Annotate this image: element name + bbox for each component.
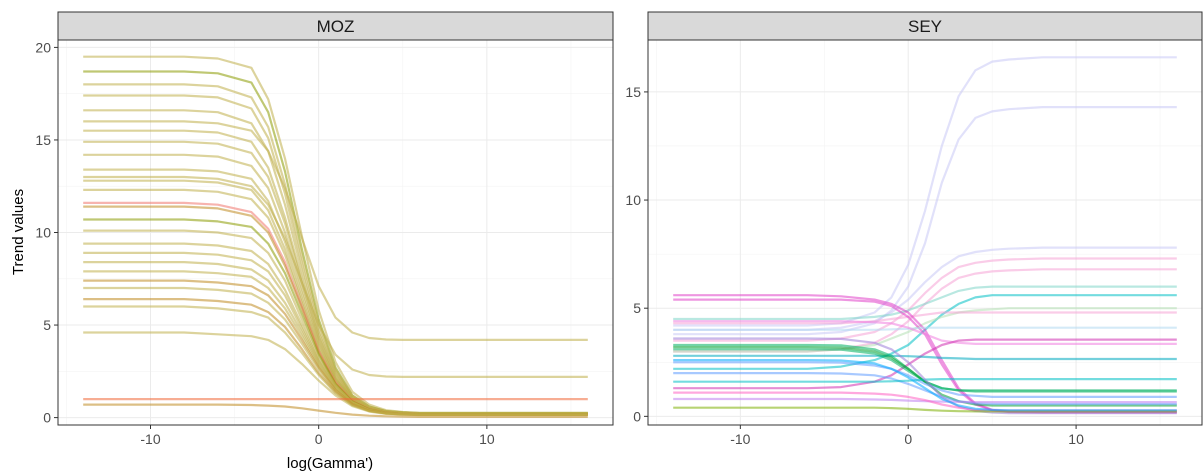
x-tick-label: 10 bbox=[1068, 431, 1084, 447]
series-line bbox=[673, 378, 1177, 383]
facet-title: SEY bbox=[908, 17, 942, 36]
panel-sey: SEY -10 0 10 0 5 10 15 bbox=[625, 11, 1203, 447]
y-axis-title: Trend values bbox=[10, 189, 27, 275]
series-line bbox=[673, 56, 1177, 327]
series-line bbox=[673, 294, 1177, 370]
y-tick-label: 10 bbox=[35, 225, 51, 241]
series-line bbox=[673, 311, 1177, 325]
x-tick-label: 0 bbox=[315, 431, 323, 447]
series-line bbox=[673, 354, 1177, 361]
y-tick-label: 10 bbox=[625, 192, 641, 208]
x-axis-title: log(Gamma') bbox=[287, 455, 373, 472]
series-line bbox=[673, 106, 1177, 336]
facet-strip bbox=[647, 11, 1203, 41]
series-line bbox=[673, 337, 1177, 415]
facet-title: MOZ bbox=[317, 17, 355, 36]
y-tick-label: 15 bbox=[625, 84, 641, 100]
series-line bbox=[673, 285, 1177, 321]
series-line bbox=[673, 359, 1177, 412]
facet-strip bbox=[57, 11, 614, 41]
series-line bbox=[83, 403, 588, 418]
y-tick-label: 0 bbox=[43, 410, 51, 426]
x-tick-label: -10 bbox=[140, 431, 160, 447]
series-line bbox=[83, 175, 588, 378]
x-tick-label: 0 bbox=[904, 431, 912, 447]
series-line bbox=[673, 326, 1177, 331]
plot-background bbox=[648, 40, 1202, 425]
y-tick-label: 5 bbox=[43, 317, 51, 333]
series-group bbox=[83, 55, 588, 418]
x-tick-label: -10 bbox=[730, 431, 750, 447]
series-group bbox=[673, 56, 1177, 415]
series-line bbox=[83, 331, 588, 417]
series-line bbox=[673, 307, 1177, 353]
y-tick-label: 15 bbox=[35, 132, 51, 148]
series-line bbox=[673, 338, 1177, 390]
series-line bbox=[673, 320, 1177, 345]
x-tick-label: 10 bbox=[479, 431, 495, 447]
series-line bbox=[83, 120, 588, 341]
y-tick-label: 0 bbox=[633, 408, 641, 424]
panel-moz: MOZ -10 0 10 0 5 10 15 20 bbox=[35, 11, 614, 447]
series-line bbox=[673, 257, 1177, 342]
y-tick-label: 20 bbox=[35, 39, 51, 55]
y-tick-label: 5 bbox=[633, 300, 641, 316]
series-line bbox=[673, 348, 1177, 392]
